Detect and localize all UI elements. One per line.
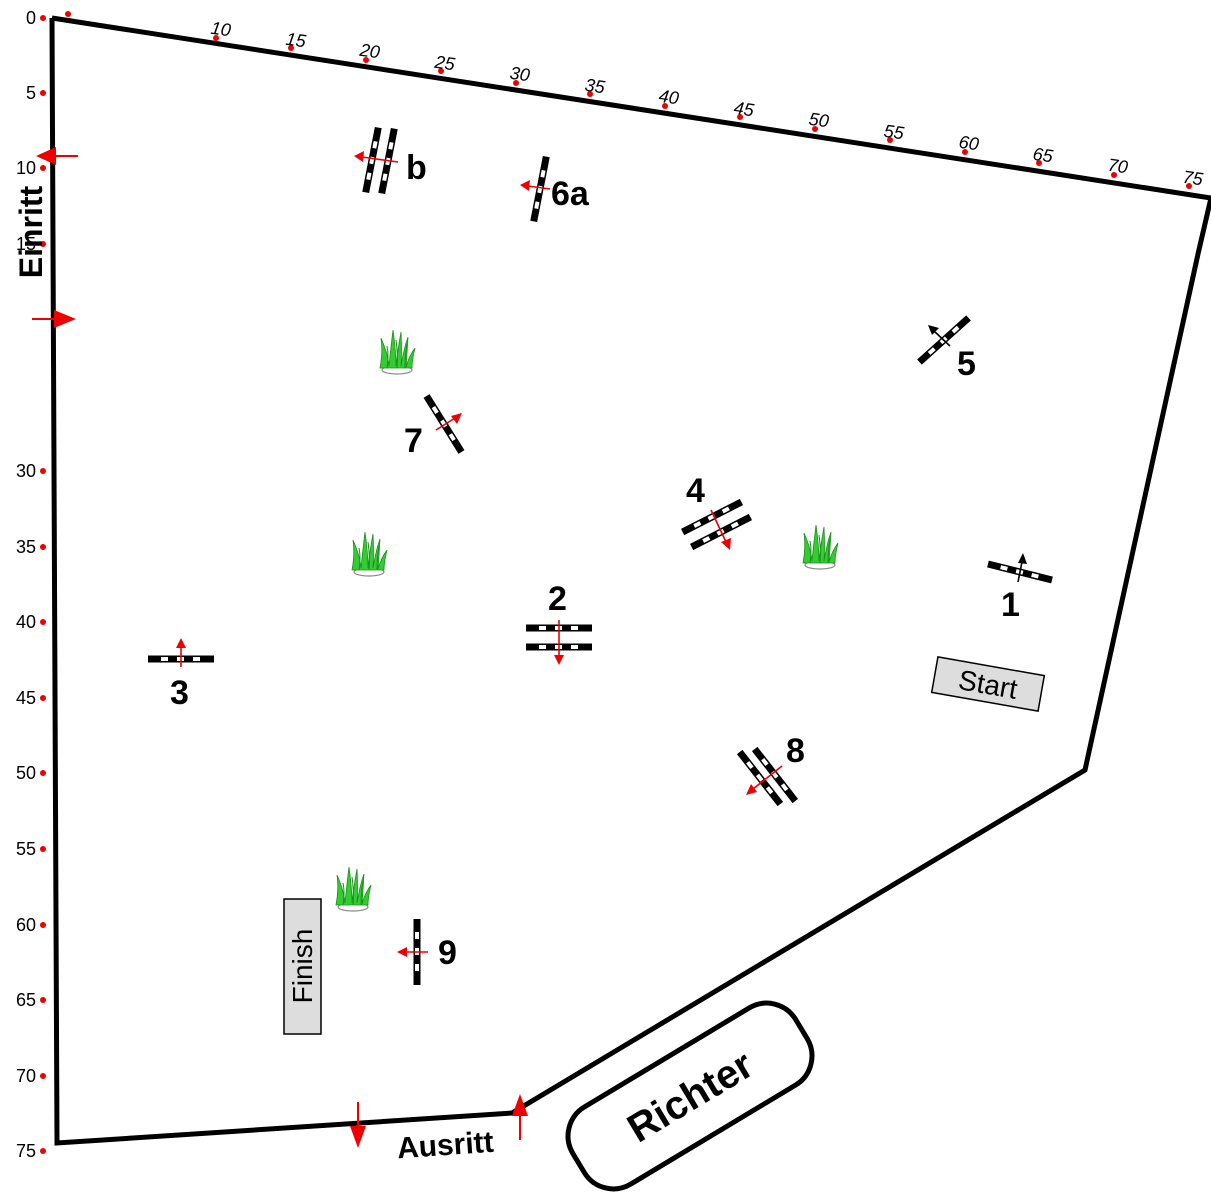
obstacle-4 bbox=[681, 498, 752, 551]
obstacle-label: 9 bbox=[438, 934, 457, 972]
plant-icon bbox=[379, 329, 416, 375]
obstacle-label: 7 bbox=[404, 422, 423, 460]
left-tick: 5 bbox=[26, 83, 36, 103]
start-box: Start bbox=[930, 656, 1046, 712]
obstacle-label: 2 bbox=[548, 580, 567, 618]
finish-label: Finish bbox=[287, 929, 318, 1004]
left-tick: 35 bbox=[16, 537, 36, 557]
judge-box: Richter bbox=[565, 1000, 815, 1192]
left-tick: 30 bbox=[16, 461, 36, 481]
obstacle-3 bbox=[148, 638, 214, 667]
left-tick: 15 bbox=[16, 234, 36, 254]
left-tick: 10 bbox=[16, 158, 36, 178]
obstacle-label: 6a bbox=[551, 175, 590, 213]
left-tick: 50 bbox=[16, 763, 36, 783]
exit-arrow-left bbox=[350, 1102, 366, 1148]
obstacle-9 bbox=[397, 919, 428, 985]
left-tick: 45 bbox=[16, 688, 36, 708]
top-tick: 10 bbox=[210, 18, 233, 41]
left-tick: 55 bbox=[16, 839, 36, 859]
obstacle-label: 4 bbox=[686, 472, 705, 510]
left-tick: 0 bbox=[26, 8, 36, 28]
obstacle-label: 5 bbox=[957, 345, 976, 383]
obstacle-5 bbox=[917, 315, 971, 365]
entry-label: Einritt bbox=[13, 185, 49, 278]
left-ruler: 0 5 10 15 30 35 40 45 50 55 60 65 70 75 bbox=[16, 8, 46, 1161]
exit-arrow-right bbox=[512, 1094, 528, 1140]
top-tick: 20 bbox=[358, 40, 382, 63]
plant-icon bbox=[351, 531, 388, 577]
exit-label: Ausritt bbox=[396, 1126, 495, 1166]
obstacle-2 bbox=[526, 620, 592, 665]
left-tick: 40 bbox=[16, 612, 36, 632]
top-tick: 55 bbox=[883, 121, 907, 144]
obstacle-label: b bbox=[406, 149, 427, 187]
plant-icon bbox=[802, 524, 839, 570]
top-tick: 65 bbox=[1032, 144, 1056, 167]
top-ruler: 10 15 20 25 30 35 40 45 50 55 60 65 70 7… bbox=[65, 11, 1205, 189]
entry-arrow-bottom bbox=[32, 310, 76, 328]
top-tick: 70 bbox=[1107, 155, 1130, 178]
top-tick: 75 bbox=[1182, 167, 1206, 190]
top-tick: 60 bbox=[958, 132, 981, 155]
left-tick: 60 bbox=[16, 915, 36, 935]
obstacle-label: 3 bbox=[170, 674, 189, 712]
obstacle-1 bbox=[987, 553, 1053, 584]
top-tick: 15 bbox=[285, 29, 309, 52]
obstacle-label: 8 bbox=[786, 732, 805, 770]
entry-arrow-top bbox=[36, 147, 78, 165]
obstacle-label: 1 bbox=[1001, 586, 1020, 624]
top-tick: 25 bbox=[433, 52, 458, 75]
top-tick: 50 bbox=[808, 109, 831, 132]
arena-outline bbox=[49, 15, 1211, 1146]
plant-icon bbox=[335, 866, 372, 912]
top-tick: 45 bbox=[733, 98, 757, 121]
obstacle-8 bbox=[736, 746, 799, 807]
top-tick: 35 bbox=[584, 75, 608, 98]
top-tick: 40 bbox=[658, 86, 681, 109]
top-tick: 30 bbox=[509, 63, 532, 86]
obstacle-7 bbox=[423, 394, 465, 454]
finish-box: Finish bbox=[283, 898, 322, 1035]
left-tick: 70 bbox=[16, 1066, 36, 1086]
obstacle-6a bbox=[520, 155, 551, 223]
left-tick: 75 bbox=[16, 1141, 36, 1161]
obstacle-b bbox=[354, 126, 399, 195]
left-tick: 65 bbox=[16, 990, 36, 1010]
